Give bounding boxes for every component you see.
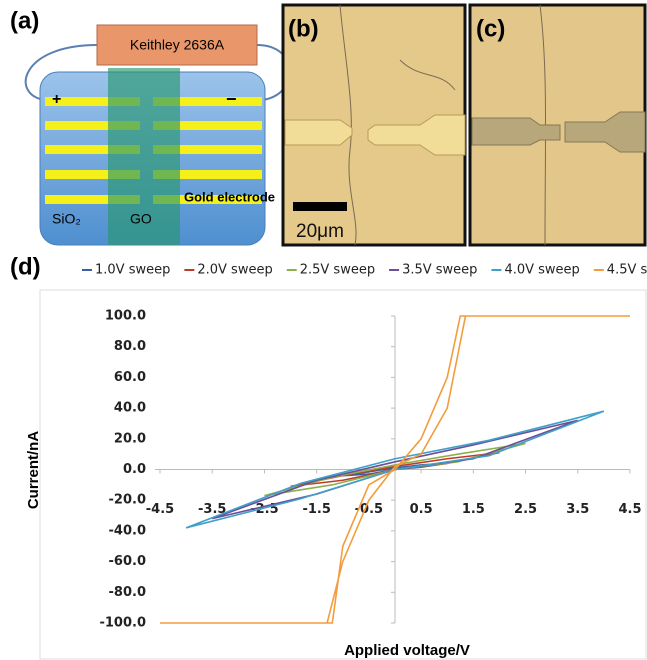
panel-label: (d) — [10, 253, 41, 280]
x-tick-label: -1.5 — [302, 502, 330, 517]
y-axis-title: Current/nA — [25, 431, 42, 510]
panel-label: (b) — [288, 15, 319, 42]
figure: Keithley 2636A (a) + − SiO₂ GO Gold elec… — [0, 0, 647, 660]
x-tick-label: 1.5 — [462, 502, 485, 517]
legend-label: 4.5V sweep — [607, 263, 647, 278]
instrument: Keithley 2636A — [130, 37, 225, 53]
scale-bar — [293, 202, 347, 211]
x-tick-label: 3.5 — [566, 502, 589, 517]
x-tick-label: 4.5 — [618, 502, 641, 517]
x-tick-label: 2.5 — [514, 502, 537, 517]
substrate-label: SiO₂ — [52, 211, 81, 227]
panel-label: (a) — [10, 7, 39, 34]
y-tick-label: -40.0 — [109, 523, 146, 538]
x-tick-label: 0.5 — [410, 502, 433, 517]
y-tick-label: -100.0 — [99, 616, 146, 631]
minus: − — [226, 89, 237, 109]
y-tick-label: 20.0 — [114, 431, 146, 446]
plus: + — [52, 91, 61, 108]
y-tick-label: -20.0 — [109, 493, 146, 508]
y-tick-label: 80.0 — [114, 339, 146, 354]
y-tick-label: -60.0 — [109, 554, 146, 569]
x-tick-label: -4.5 — [146, 502, 174, 517]
y-tick-label: 100.0 — [105, 309, 146, 324]
legend-label: 3.5V sweep — [402, 263, 477, 278]
legend-label: 2.0V sweep — [197, 263, 272, 278]
y-tick-label: 60.0 — [114, 370, 146, 385]
legend-label: 4.0V sweep — [504, 263, 579, 278]
y-tick-label: 0.0 — [123, 462, 146, 477]
scale-label: 20μm — [296, 221, 344, 242]
electrode-label: Gold electrode — [184, 189, 275, 204]
legend-label: 1.0V sweep — [95, 263, 170, 278]
x-axis-title: Applied voltage/V — [344, 642, 470, 659]
panel-label: (c) — [476, 15, 505, 42]
y-tick-label: -80.0 — [109, 585, 146, 600]
legend-label: 2.5V sweep — [300, 263, 375, 278]
y-tick-label: 40.0 — [114, 401, 146, 416]
film-label: GO — [130, 211, 152, 227]
